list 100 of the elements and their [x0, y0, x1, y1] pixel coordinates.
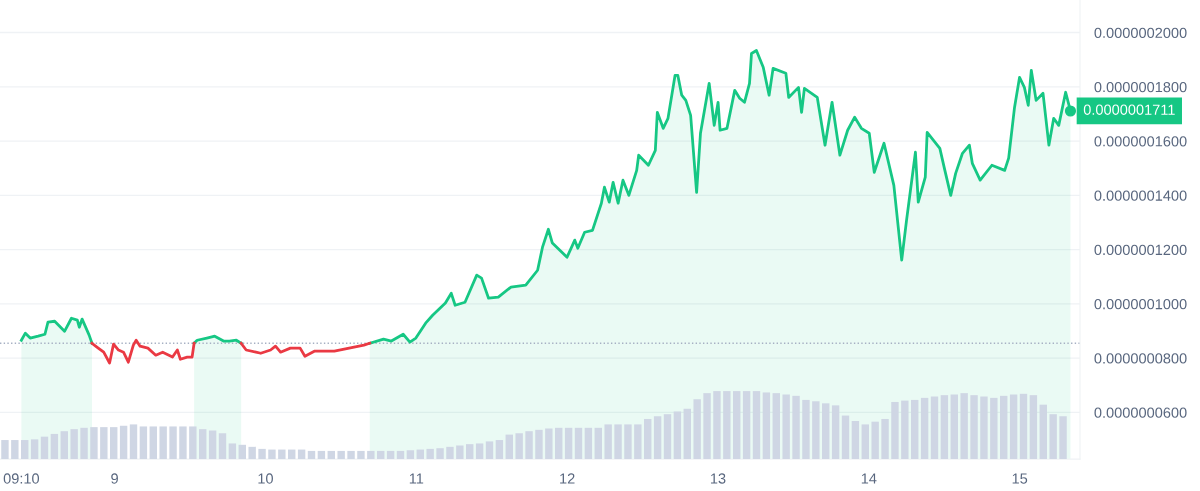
x-tick-label: 14 [861, 473, 877, 484]
bar [119, 425, 128, 460]
bar [861, 424, 869, 460]
bar [980, 396, 988, 460]
bar [505, 434, 513, 460]
bar [169, 426, 177, 460]
bar [40, 436, 49, 460]
bar [742, 391, 751, 460]
bar [535, 429, 543, 460]
x-tick-label: 11 [409, 473, 424, 484]
bar [199, 429, 207, 460]
y-tick-label: 0.0000001800 [1094, 81, 1187, 93]
bar [703, 393, 711, 460]
bar [990, 397, 998, 460]
bar [614, 424, 622, 460]
bar [21, 440, 29, 460]
x-tick-label: 10 [258, 473, 273, 484]
y-tick-label: 0.0000000800 [1094, 353, 1187, 364]
bar [50, 433, 59, 460]
bar [238, 444, 246, 460]
bar [653, 416, 662, 460]
bar [258, 448, 266, 460]
bar [1009, 394, 1018, 460]
bar [970, 395, 978, 460]
bar [841, 415, 850, 460]
bar [139, 426, 148, 460]
bar [377, 450, 385, 460]
x-tick-label: 13 [710, 473, 726, 484]
bar [822, 403, 830, 460]
bar [752, 391, 761, 460]
bar [901, 400, 909, 460]
bar [950, 394, 958, 460]
bar [189, 426, 197, 460]
bar [584, 427, 593, 460]
bar [1029, 395, 1038, 460]
bar [337, 450, 345, 460]
bar [1039, 404, 1047, 460]
y-tick-label: 0.0000001000 [1094, 298, 1187, 310]
bar [485, 441, 494, 460]
y-tick-label: 0.0000001600 [1094, 136, 1187, 147]
bar [940, 395, 949, 460]
bar [644, 418, 652, 460]
bar [426, 448, 434, 460]
bar [1019, 393, 1028, 460]
bar [357, 450, 365, 460]
bar [604, 424, 612, 460]
bar [208, 430, 217, 460]
bar [129, 424, 138, 460]
bar [911, 399, 919, 460]
bar [772, 393, 780, 460]
bar [268, 449, 276, 460]
bar [60, 431, 68, 460]
bar [80, 427, 88, 460]
bar [396, 450, 405, 460]
bar [693, 399, 701, 460]
bar [1049, 414, 1057, 460]
bar [30, 439, 39, 460]
bar [624, 424, 632, 460]
bar [555, 427, 563, 460]
bar [663, 414, 672, 460]
bar [327, 450, 335, 460]
x-tick-label: 9 [111, 473, 118, 484]
bar [70, 429, 78, 460]
x-tick-label: 09:10 [3, 473, 40, 484]
bar [782, 394, 790, 460]
bar [634, 424, 642, 460]
bar [466, 444, 474, 460]
bar [574, 427, 583, 460]
bar [446, 446, 454, 460]
bar [831, 405, 840, 460]
bar [179, 426, 187, 460]
bar [347, 450, 355, 460]
bar [307, 450, 316, 460]
bar [367, 450, 375, 460]
bar [218, 433, 227, 460]
bar [436, 448, 444, 460]
y-tick-label: 0.0000001400 [1094, 190, 1187, 201]
bar [802, 399, 810, 460]
bar [930, 396, 939, 460]
annotation: 0.0000001711 [1083, 104, 1175, 115]
bar [960, 393, 968, 460]
x-tick-label: 15 [1012, 473, 1028, 484]
bar [762, 392, 771, 460]
bar [792, 395, 800, 460]
bar [149, 426, 157, 460]
bar [713, 391, 721, 460]
bar [495, 440, 504, 460]
bar [871, 421, 879, 460]
bar [1000, 395, 1008, 460]
bar [1059, 416, 1067, 460]
bar [733, 391, 741, 460]
bar [594, 427, 602, 460]
bar [1, 440, 9, 460]
bar [564, 427, 573, 460]
x-tick-label: 12 [560, 473, 575, 484]
bar [891, 401, 899, 460]
bar [406, 450, 415, 460]
bar [683, 408, 691, 460]
bar [456, 445, 464, 460]
bar [386, 450, 395, 460]
